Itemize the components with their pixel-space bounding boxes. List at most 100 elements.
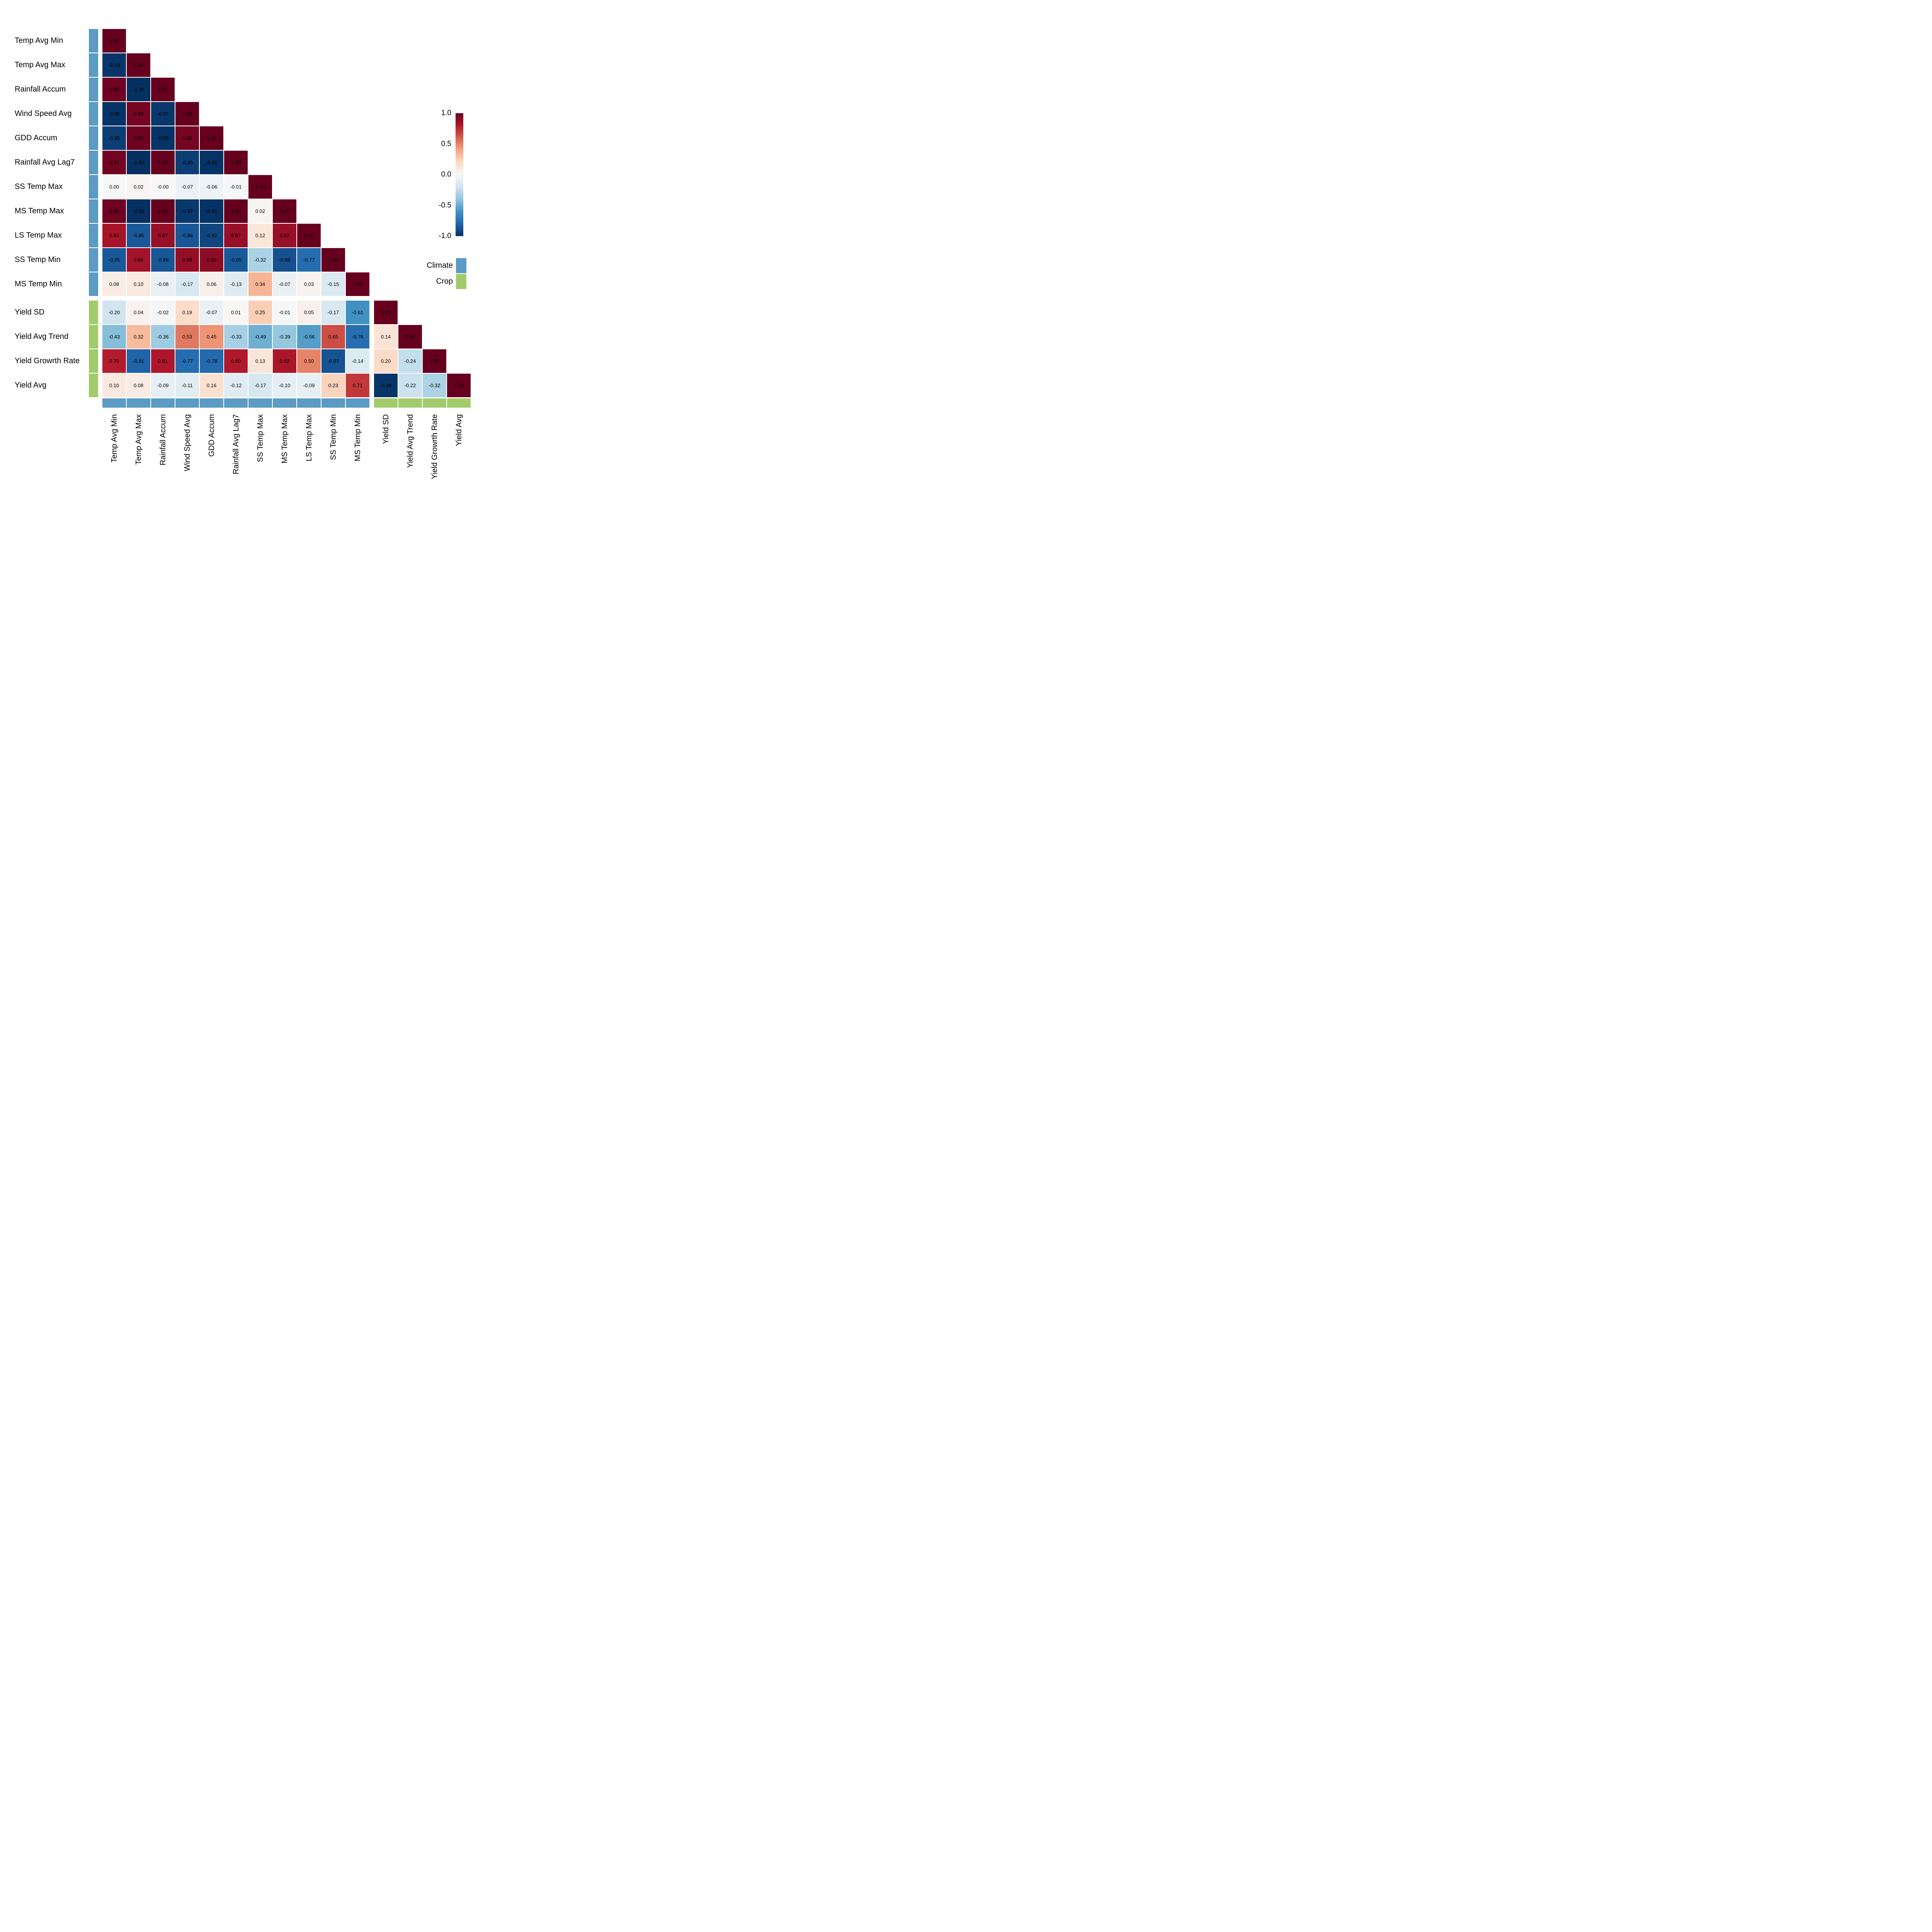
- row-group-annotation: [89, 349, 98, 373]
- heatmap-cell: -0.85: [127, 224, 150, 247]
- column-label: Wind Speed Avg: [183, 414, 192, 471]
- heatmap-cell: -0.77: [297, 248, 321, 272]
- heatmap-cell: -0.17: [321, 301, 345, 324]
- heatmap-cell: -0.20: [102, 301, 126, 324]
- heatmap-cell: 0.10: [127, 272, 150, 296]
- colorbar-tick-label: 0.0: [441, 170, 451, 179]
- heatmap-cell: 0.81: [151, 349, 175, 373]
- heatmap-cell: 0.87: [151, 224, 175, 247]
- heatmap-cell: -0.99: [200, 151, 223, 174]
- heatmap-cell: -0.88: [273, 248, 296, 272]
- row-group-annotation: [89, 151, 98, 174]
- heatmap-cell: 0.00: [102, 175, 126, 199]
- heatmap-cell: 1.00: [175, 102, 199, 126]
- row-label: GDD Accum: [15, 134, 58, 142]
- column-label: SS Temp Min: [329, 414, 338, 460]
- heatmap-cell: -0.07: [175, 175, 199, 199]
- heatmap-cell: -0.01: [273, 301, 296, 324]
- column-label: MS Temp Min: [353, 414, 362, 461]
- heatmap-cell: 1.00: [423, 349, 446, 373]
- heatmap-cell: 0.10: [102, 374, 126, 397]
- row-group-annotation: [89, 199, 98, 223]
- row-label: SS Temp Max: [15, 182, 63, 191]
- heatmap-cell: 1.00: [151, 151, 175, 174]
- heatmap-cell: -0.06: [200, 175, 223, 199]
- row-group-annotation: [89, 301, 98, 324]
- heatmap-cell: 0.08: [127, 374, 150, 397]
- heatmap-cell: 1.00: [447, 374, 471, 397]
- heatmap-cell: -1.00: [127, 151, 150, 174]
- heatmap-cell: -0.92: [200, 224, 223, 247]
- heatmap-cell: 0.98: [127, 126, 150, 150]
- column-label: Yield Avg Trend: [406, 414, 415, 468]
- row-group-annotation: [89, 224, 98, 247]
- heatmap-cell: 0.79: [102, 349, 126, 373]
- heatmap-cell: -0.81: [127, 349, 150, 373]
- heatmap-cell: -0.99: [102, 102, 126, 126]
- heatmap-cell: 1.00: [374, 301, 398, 324]
- heatmap-cell: -0.56: [297, 325, 321, 349]
- column-group-annotation: [175, 398, 199, 408]
- colorbar-tick-label: -1.0: [439, 232, 451, 240]
- heatmap-cell: 1.00: [102, 29, 126, 53]
- heatmap-cell: -0.86: [151, 248, 175, 272]
- heatmap-cell: -0.10: [273, 374, 296, 397]
- heatmap-cell: 1.00: [273, 199, 296, 223]
- heatmap-cell: -0.09: [297, 374, 321, 397]
- heatmap-cell: 0.05: [297, 301, 321, 324]
- heatmap-cell: 0.82: [273, 349, 296, 373]
- heatmap-cell: -0.86: [175, 224, 199, 247]
- heatmap-cell: -0.15: [321, 272, 345, 296]
- heatmap-cell: 0.34: [248, 272, 272, 296]
- row-label: Yield Growrth Rate: [15, 357, 80, 365]
- heatmap-cell: 1.00: [224, 199, 248, 223]
- heatmap-cell: 1.00: [321, 248, 345, 272]
- row-label: Yield SD: [15, 308, 45, 316]
- heatmap-cell: 0.80: [224, 349, 248, 373]
- heatmap-cell: -1.00: [127, 78, 150, 101]
- heatmap-cell: 0.45: [200, 325, 223, 349]
- legend-label: Climate: [427, 261, 453, 270]
- heatmap-cell: -0.07: [200, 301, 223, 324]
- heatmap-cell: 0.23: [321, 374, 345, 397]
- column-label: Yield Avg: [454, 414, 463, 446]
- heatmap-cell: -0.00: [151, 175, 175, 199]
- row-label: Yield Avg: [15, 381, 47, 389]
- heatmap-cell: 0.01: [224, 301, 248, 324]
- column-label: Yield Growrth Rate: [430, 414, 439, 480]
- heatmap-cell: 0.97: [102, 151, 126, 174]
- colorbar-tick-label: 0.5: [441, 139, 451, 148]
- heatmap-cell: 0.87: [224, 224, 248, 247]
- heatmap-cell: 0.13: [248, 349, 272, 373]
- heatmap-cell: 0.16: [200, 374, 223, 397]
- row-group-annotation: [89, 272, 98, 296]
- heatmap-cell: -0.17: [175, 272, 199, 296]
- column-group-annotation: [297, 398, 321, 408]
- heatmap-cell: -0.07: [273, 272, 296, 296]
- column-label: GDD Accum: [207, 414, 216, 457]
- heatmap-cell: 0.03: [297, 272, 321, 296]
- heatmap-cell: 0.65: [321, 325, 345, 349]
- heatmap-cell: 0.25: [248, 301, 272, 324]
- heatmap-cell: -0.99: [200, 199, 223, 223]
- heatmap-cell: 0.90: [200, 248, 223, 272]
- heatmap-cell: -0.08: [151, 272, 175, 296]
- heatmap-cell: 0.87: [273, 224, 296, 247]
- heatmap-cell: 0.02: [248, 199, 272, 223]
- column-group-annotation: [273, 398, 296, 408]
- heatmap-cell: -0.09: [151, 374, 175, 397]
- row-label: Rainfall Avg Lag7: [15, 158, 75, 167]
- heatmap-cell: -0.97: [175, 199, 199, 223]
- heatmap-cell: -0.78: [200, 349, 223, 373]
- heatmap-cell: 1.00: [248, 175, 272, 199]
- column-group-annotation: [346, 398, 369, 408]
- row-group-annotation: [89, 126, 98, 150]
- heatmap-cell: 0.96: [127, 102, 150, 126]
- heatmap-cell: 0.84: [127, 248, 150, 272]
- heatmap-cell: 0.53: [175, 325, 199, 349]
- heatmap-cell: -0.87: [321, 349, 345, 373]
- row-group-annotation: [89, 78, 98, 101]
- heatmap-cell: 1.00: [127, 53, 150, 77]
- heatmap-cell: 0.96: [175, 126, 199, 150]
- heatmap-cell: -0.36: [151, 325, 175, 349]
